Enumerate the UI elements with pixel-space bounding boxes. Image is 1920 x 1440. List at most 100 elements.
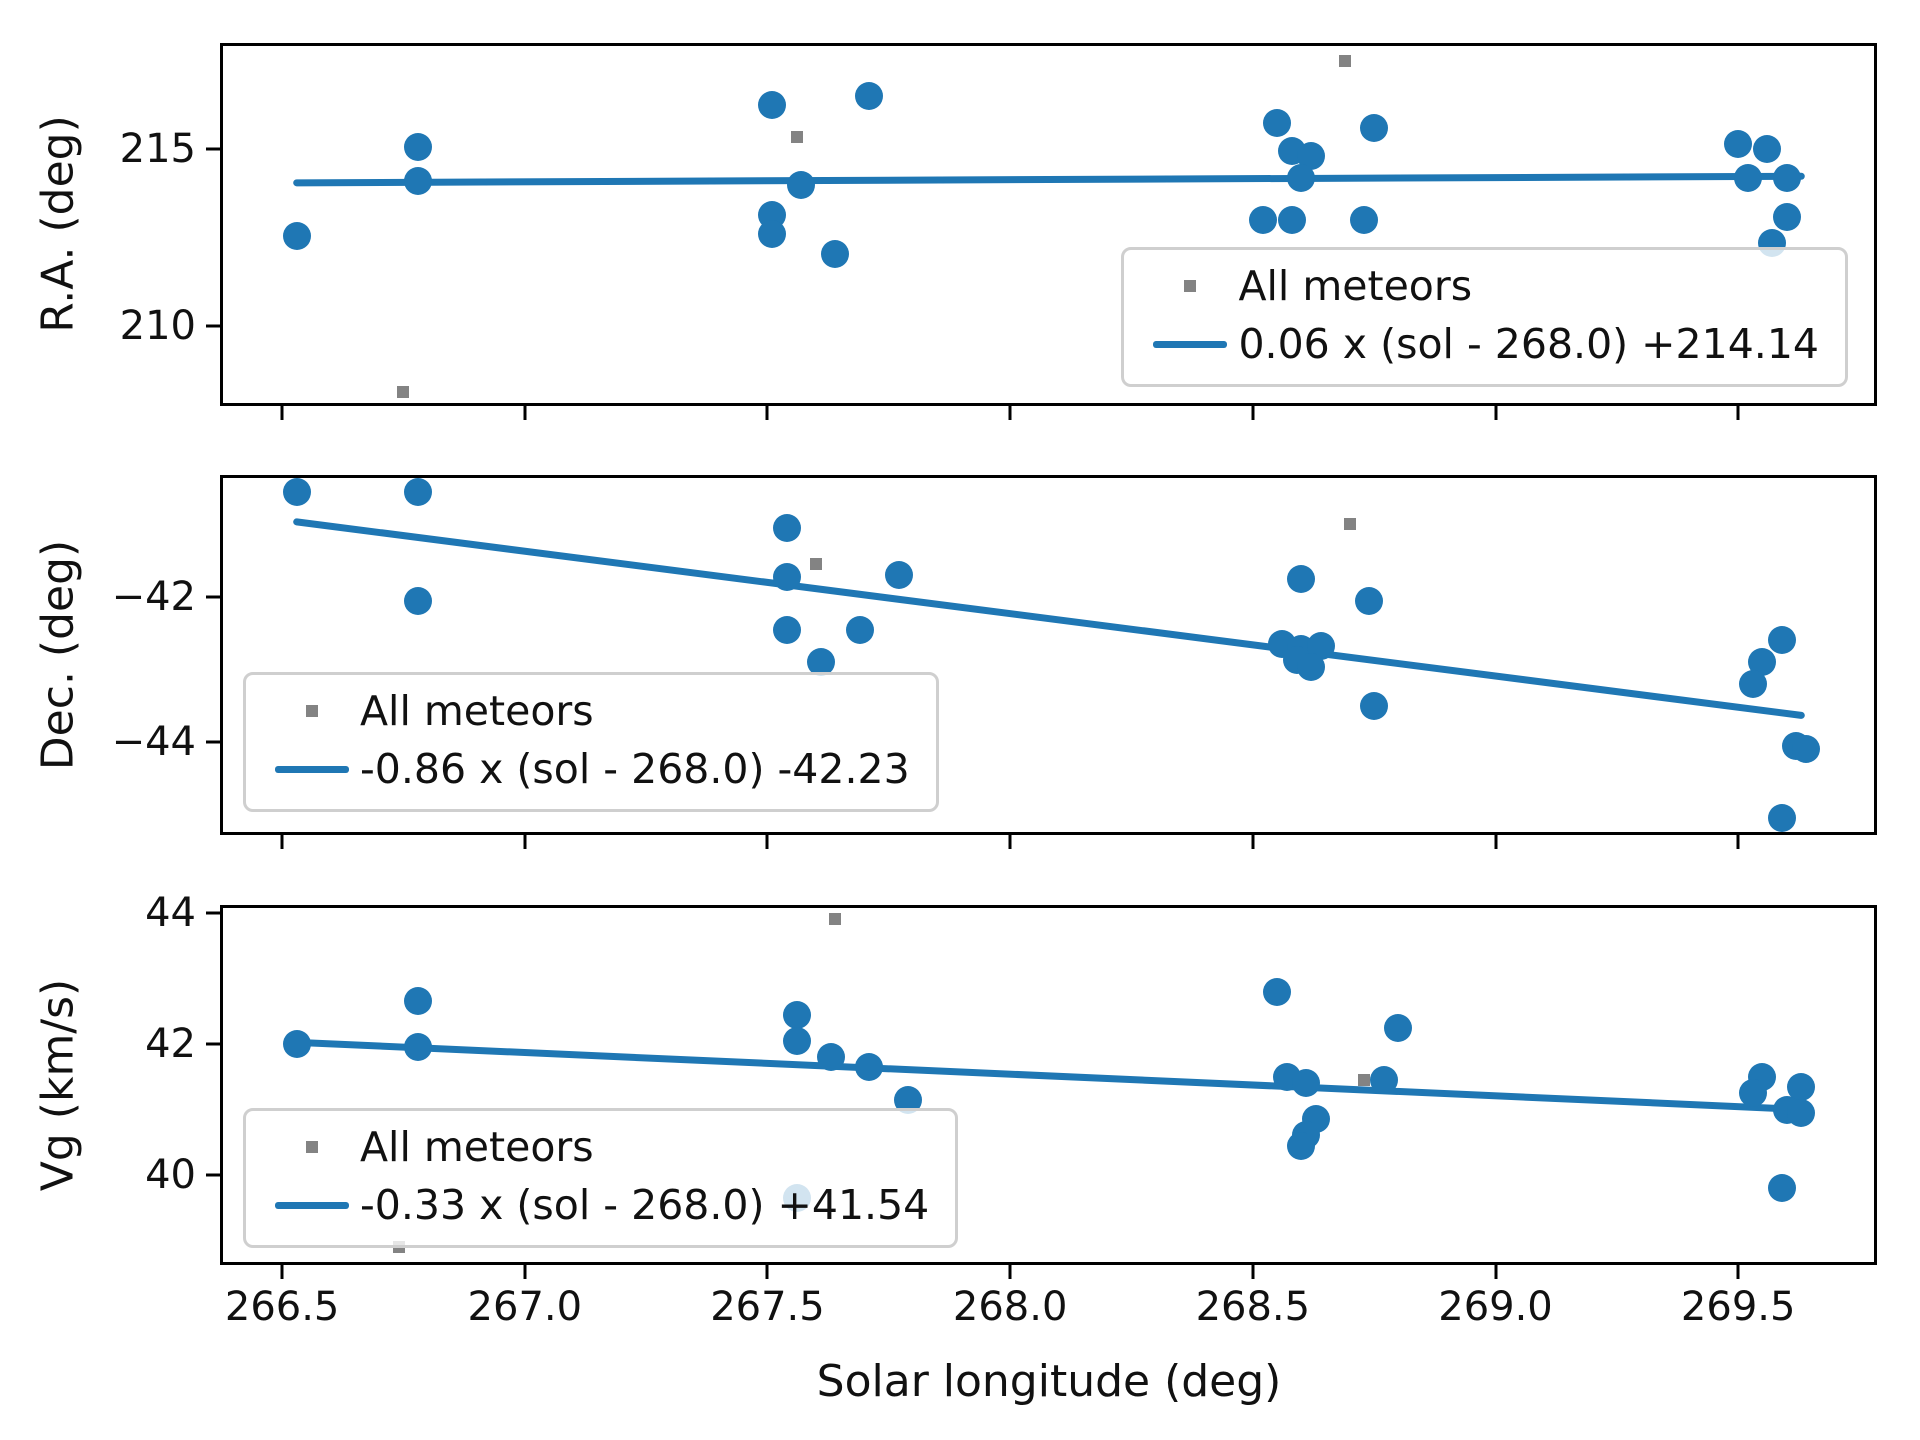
data-point (404, 133, 433, 162)
data-point (404, 987, 433, 1016)
all-meteors-point (1358, 1074, 1371, 1087)
legend-fit-label: 0.06 x (sol - 268.0) +214.14 (1238, 320, 1819, 368)
data-point (282, 1030, 311, 1059)
data-point (758, 90, 787, 119)
data-point (782, 1000, 811, 1029)
legend-row-all-meteors: All meteors (264, 687, 910, 735)
legend-row-all-meteors: All meteors (264, 1123, 929, 1171)
data-point (1767, 1174, 1796, 1203)
x-tick-label: 267.5 (710, 1284, 825, 1330)
data-point (758, 220, 787, 249)
data-point (1792, 735, 1821, 764)
x-tick-mark (1494, 406, 1497, 420)
legend-row-all-meteors: All meteors (1142, 262, 1819, 310)
x-tick-mark (1736, 835, 1740, 849)
x-tick-mark (1251, 406, 1255, 420)
x-tick-mark (1494, 835, 1497, 849)
data-point (1772, 202, 1801, 231)
all-meteors-point (790, 130, 803, 143)
x-tick-mark (1251, 1265, 1255, 1279)
x-tick-label: 267.0 (467, 1284, 583, 1330)
data-point (855, 82, 884, 111)
x-tick-mark (1008, 835, 1012, 849)
data-point (787, 170, 816, 199)
data-point (1772, 163, 1801, 192)
data-point (782, 1026, 811, 1055)
data-point (772, 513, 801, 542)
data-point (772, 562, 801, 591)
y-tick-mark (206, 740, 220, 744)
x-tick-mark (280, 406, 284, 420)
data-point (816, 1043, 845, 1072)
data-point (1767, 804, 1796, 833)
data-point (1733, 163, 1762, 192)
y-tick-label: 44 (145, 889, 196, 936)
data-point (772, 615, 801, 644)
x-tick-label: 268.0 (952, 1284, 1068, 1330)
data-point (404, 167, 433, 196)
y-tick-label: 215 (119, 126, 196, 173)
legend-fit-label: -0.86 x (sol - 268.0) -42.23 (360, 745, 910, 793)
data-point (1263, 977, 1292, 1006)
data-point (1767, 626, 1796, 655)
x-tick-mark (1736, 1265, 1740, 1279)
data-point (1297, 653, 1326, 682)
y-tick-label: 42 (145, 1021, 196, 1068)
fit-line-sample-icon (1142, 340, 1238, 348)
x-tick-label: 269.0 (1438, 1284, 1553, 1330)
data-point (1350, 206, 1379, 235)
data-point (1277, 206, 1306, 235)
data-point (1263, 108, 1292, 137)
fit-line-sample-icon (264, 765, 360, 773)
all-meteors-point (1343, 518, 1356, 531)
legend-label: All meteors (1238, 262, 1473, 310)
data-point (1369, 1066, 1398, 1095)
all-meteors-point (1339, 54, 1352, 67)
data-point (1753, 135, 1782, 164)
legend-row-fit: -0.86 x (sol - 268.0) -42.23 (264, 745, 910, 793)
x-tick-mark (1736, 406, 1740, 420)
legend-row-fit: -0.33 x (sol - 268.0) +41.54 (264, 1181, 929, 1229)
data-point (1355, 586, 1384, 615)
x-tick-label: 269.5 (1680, 1284, 1796, 1330)
x-tick-label: 266.5 (224, 1284, 340, 1330)
fit-line-sample-icon (264, 1201, 360, 1209)
x-tick-mark (523, 406, 527, 420)
data-point (404, 1033, 433, 1062)
x-tick-mark (1494, 1265, 1497, 1279)
data-point (855, 1052, 884, 1081)
legend-row-fit: 0.06 x (sol - 268.0) +214.14 (1142, 320, 1819, 368)
x-tick-mark (1008, 406, 1012, 420)
all-meteors-point (397, 385, 410, 398)
x-tick-mark (1008, 1265, 1012, 1279)
data-point (404, 586, 433, 615)
data-point (1287, 163, 1316, 192)
all-meteors-point (810, 558, 822, 571)
y-tick-label: 40 (145, 1152, 196, 1199)
x-tick-mark (765, 1265, 769, 1279)
x-tick-mark (523, 1265, 527, 1279)
legend-dec: All meteors -0.86 x (sol - 268.0) -42.23 (243, 672, 939, 812)
y-tick-label: 210 (119, 303, 196, 350)
x-axis-label: Solar longitude (deg) (816, 1356, 1282, 1407)
legend-ra: All meteors 0.06 x (sol - 268.0) +214.14 (1121, 247, 1848, 387)
data-point (1384, 1013, 1413, 1042)
y-tick-mark (206, 1042, 220, 1046)
y-tick-mark (206, 1173, 220, 1177)
data-point (1787, 1098, 1816, 1127)
y-tick-label: −42 (111, 573, 196, 620)
x-tick-mark (280, 835, 284, 849)
y-tick-mark (206, 324, 220, 328)
x-tick-label: 268.5 (1195, 1284, 1311, 1330)
y-tick-mark (206, 911, 220, 915)
y-tick-mark (206, 595, 220, 599)
data-point (282, 222, 311, 250)
data-point (884, 561, 913, 590)
legend-vg: All meteors -0.33 x (sol - 268.0) +41.54 (243, 1108, 959, 1248)
data-point (404, 477, 433, 506)
data-point (1738, 1079, 1767, 1108)
x-tick-mark (1251, 835, 1255, 849)
data-point (1360, 691, 1389, 720)
data-point (1287, 1131, 1316, 1160)
